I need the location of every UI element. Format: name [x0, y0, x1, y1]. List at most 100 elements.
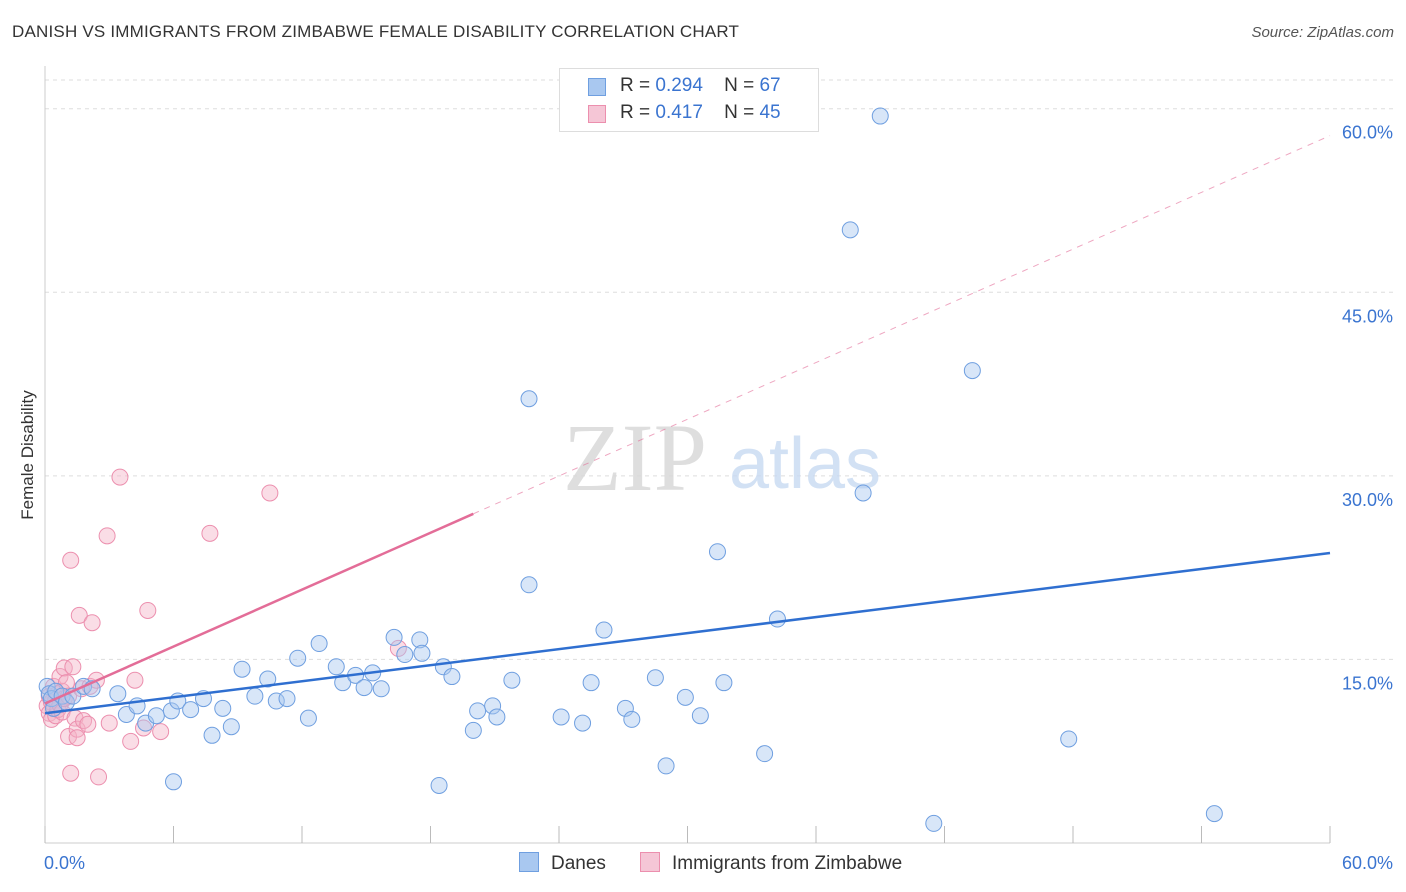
- data-point-zimbabwe: [201, 524, 219, 542]
- gridlines: [45, 79, 1394, 660]
- data-point-danes: [469, 702, 487, 720]
- bottom-legend-swatch-zimbabwe: [640, 852, 660, 872]
- bottom-legend-label-danes: Danes: [551, 853, 606, 874]
- data-point-danes: [372, 680, 390, 698]
- data-point-danes: [854, 484, 872, 502]
- y-tick-label: 15.0%: [1342, 673, 1393, 693]
- data-point-zimbabwe: [126, 671, 144, 689]
- data-point-danes: [582, 674, 600, 692]
- data-point-zimbabwe: [389, 639, 407, 657]
- data-point-danes: [768, 610, 786, 628]
- data-point-danes: [411, 631, 429, 649]
- legend-swatch-zimbabwe: [588, 105, 606, 123]
- data-point-zimbabwe: [98, 527, 116, 545]
- legend: R = 0.294 N = 67 R = 0.417 N = 45: [559, 68, 819, 132]
- data-point-danes: [616, 699, 634, 717]
- data-point-danes: [385, 628, 403, 646]
- data-point-danes: [182, 701, 200, 719]
- data-point-danes: [871, 107, 889, 125]
- data-point-danes: [484, 697, 502, 715]
- watermark: ZIP atlas: [563, 404, 881, 511]
- data-point-danes: [355, 679, 373, 697]
- legend-n-value: 67: [759, 75, 781, 96]
- bottom-legend-zimbabwe: Immigrants from Zimbabwe: [640, 852, 902, 875]
- data-point-danes: [963, 362, 981, 380]
- data-point-danes: [756, 745, 774, 763]
- trend-line-danes: [44, 551, 1331, 715]
- legend-n-label: N =: [724, 75, 755, 96]
- data-point-danes: [520, 390, 538, 408]
- trend-line-zimbabwe: [44, 512, 474, 705]
- data-point-danes: [222, 718, 240, 736]
- data-point-zimbabwe: [79, 715, 97, 733]
- data-point-danes: [443, 668, 461, 686]
- data-point-zimbabwe: [62, 551, 80, 569]
- data-point-danes: [246, 687, 264, 705]
- data-point-danes: [503, 671, 521, 689]
- legend-n-value: 45: [759, 102, 781, 123]
- data-point-danes: [1205, 805, 1223, 823]
- data-point-danes: [299, 709, 317, 727]
- data-point-danes: [574, 714, 592, 732]
- data-point-danes: [147, 707, 165, 725]
- data-point-danes: [708, 543, 726, 561]
- bottom-legend-label-zimbabwe: Immigrants from Zimbabwe: [672, 853, 903, 874]
- data-point-zimbabwe: [139, 601, 157, 619]
- y-tick-label: 30.0%: [1342, 490, 1393, 510]
- data-point-danes: [289, 649, 307, 667]
- data-point-zimbabwe: [55, 659, 73, 677]
- data-point-danes: [413, 644, 431, 662]
- tick-labels: 15.0% 30.0% 45.0% 60.0% 0.0% 60.0%: [44, 123, 1393, 873]
- bottom-legend-swatch-danes: [519, 852, 539, 872]
- data-point-zimbabwe: [90, 768, 108, 786]
- data-point-zimbabwe: [70, 606, 88, 624]
- data-point-danes: [203, 726, 221, 744]
- data-point-zimbabwe: [261, 484, 279, 502]
- data-point-danes: [691, 707, 709, 725]
- data-point-danes: [1060, 730, 1078, 748]
- data-point-danes: [646, 669, 664, 687]
- watermark-zip: ZIP: [563, 404, 707, 511]
- data-point-danes: [327, 658, 345, 676]
- legend-r-label: R =: [620, 102, 651, 123]
- data-point-danes: [488, 708, 506, 726]
- source-label: Source: ZipAtlas.com: [1251, 24, 1394, 41]
- data-point-danes: [165, 773, 182, 791]
- legend-n-label: N =: [724, 102, 755, 123]
- data-point-zimbabwe: [68, 720, 86, 738]
- data-point-danes: [520, 576, 538, 594]
- y-tick-label: 45.0%: [1342, 306, 1393, 326]
- data-point-danes: [657, 757, 675, 775]
- chart-title: DANISH VS IMMIGRANTS FROM ZIMBABWE FEMAL…: [12, 22, 740, 41]
- data-point-zimbabwe: [111, 468, 129, 486]
- data-point-danes: [595, 621, 613, 639]
- data-point-zimbabwe: [62, 764, 80, 782]
- x-tick-label: 0.0%: [44, 853, 85, 873]
- data-point-danes: [430, 776, 448, 794]
- data-point-zimbabwe: [60, 728, 78, 746]
- data-point-zimbabwe: [100, 714, 118, 732]
- data-point-danes: [552, 708, 570, 726]
- trend-line-zimbabwe-extension: [473, 135, 1331, 515]
- bottom-legend-danes: Danes: [519, 852, 606, 875]
- legend-swatch-danes: [588, 78, 606, 96]
- data-point-danes: [278, 690, 296, 708]
- trend-lines: [44, 135, 1331, 715]
- data-point-zimbabwe: [83, 614, 101, 632]
- data-point-danes: [233, 660, 251, 678]
- data-point-zimbabwe: [152, 723, 170, 741]
- data-point-danes: [841, 221, 859, 239]
- legend-r-value: 0.417: [655, 102, 703, 123]
- data-point-zimbabwe: [122, 732, 140, 750]
- x-tick-label: 60.0%: [1342, 853, 1393, 873]
- data-point-zimbabwe: [64, 658, 82, 676]
- data-point-danes: [162, 702, 180, 720]
- data-point-danes: [109, 685, 127, 703]
- legend-r-value: 0.294: [655, 75, 703, 96]
- data-point-danes: [925, 814, 943, 832]
- data-point-danes: [214, 699, 232, 717]
- data-point-danes: [623, 710, 641, 728]
- series-zimbabwe-points: [38, 468, 407, 786]
- data-point-zimbabwe: [68, 729, 86, 747]
